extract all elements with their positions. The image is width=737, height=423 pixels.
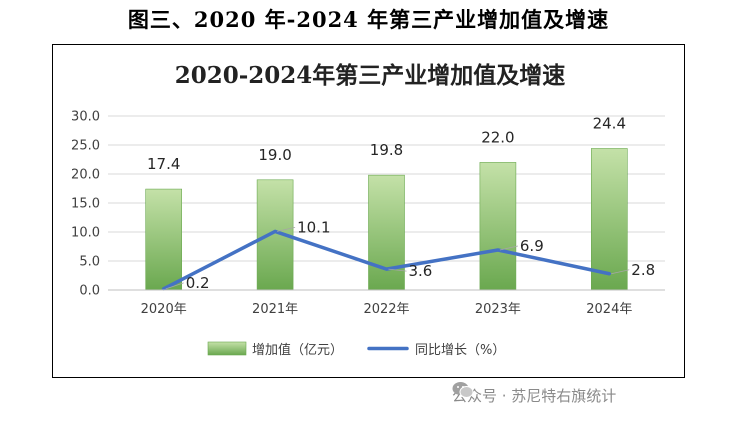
y-tick-label: 0.0 (79, 284, 100, 299)
bar (368, 174, 405, 291)
line-point (273, 229, 277, 233)
legend: 增加值（亿元） 同比增长（%） (207, 341, 505, 358)
wechat-icon (452, 382, 474, 398)
figure-caption: 图三、2020 年-2024 年第三产业增加值及增速 (127, 7, 610, 32)
x-tick-label: 2022年 (363, 302, 409, 317)
legend-line-label: 同比增长（%） (415, 343, 505, 358)
x-tick-label: 2023年 (475, 302, 521, 317)
bar (145, 188, 182, 291)
line-data-label: 6.9 (520, 237, 544, 255)
data-labels: 17.4 19.0 19.8 22.0 24.4 0.2 10.1 3.6 6.9 2.8 (147, 114, 655, 291)
x-tick-label: 2020年 (141, 302, 187, 317)
legend-bar-swatch (207, 341, 247, 356)
line-series (161, 227, 630, 291)
chart-title: 2020-2024年第三产业增加值及增速 (175, 62, 566, 89)
line-data-label: 3.6 (409, 262, 433, 280)
bar (479, 162, 517, 291)
bar-data-label: 22.0 (481, 128, 514, 146)
y-tick-label: 15.0 (71, 197, 100, 212)
bar-data-label: 17.4 (147, 155, 180, 173)
bar (590, 148, 628, 291)
legend-bar-label: 增加值（亿元） (252, 342, 343, 358)
line-point (496, 248, 500, 252)
line-data-label: 2.8 (631, 261, 655, 279)
x-tick-label: 2024年 (586, 302, 632, 317)
watermark-text: 公众号 · 苏尼特右旗统计 (452, 386, 617, 405)
chart-svg: 2020-2024年第三产业增加值及增速 0.0 5.0 10.0 15.0 20.0 2… (71, 62, 665, 358)
watermark: 公众号 · 苏尼特右旗统计 (452, 381, 616, 409)
y-tick-label: 10.0 (71, 226, 100, 241)
y-tick-label: 25.0 (71, 139, 100, 154)
y-tick-label: 5.0 (79, 255, 100, 270)
label-leader (165, 282, 184, 290)
bar-data-label: 24.4 (593, 114, 626, 132)
bar-data-label: 19.0 (258, 146, 291, 164)
line-data-label: 0.2 (186, 274, 210, 292)
y-axis: 0.0 5.0 10.0 15.0 20.0 25.0 30.0 (71, 110, 100, 299)
label-leader (388, 268, 407, 272)
bar-data-label: 19.8 (370, 141, 403, 159)
y-tick-label: 20.0 (71, 168, 100, 183)
line-point (607, 272, 611, 276)
y-tick-label: 30.0 (71, 110, 100, 125)
x-axis: 2020年 2021年 2022年 2023年 2024年 (108, 289, 665, 317)
label-leader (499, 245, 518, 251)
line-data-label: 10.1 (297, 218, 330, 236)
line-point (385, 267, 388, 271)
x-tick-label: 2021年 (252, 302, 298, 317)
label-leader (277, 227, 296, 232)
label-leader (611, 269, 630, 275)
chart-frame: 2020-2024年第三产业增加值及增速 0.0 5.0 10.0 15.0 20.0 2… (52, 44, 685, 378)
